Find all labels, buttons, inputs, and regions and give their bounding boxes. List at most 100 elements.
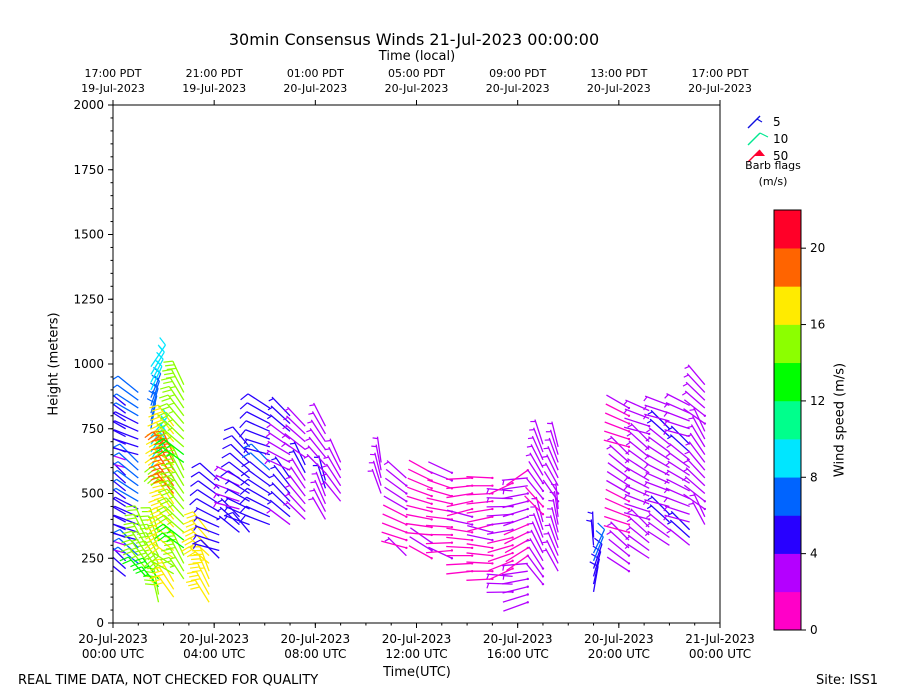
- wind-barb: [187, 571, 210, 595]
- wind-barb: [605, 403, 631, 417]
- wind-barb: [604, 421, 631, 433]
- wind-barb: [158, 394, 185, 417]
- wind-barb: [409, 536, 433, 552]
- wind-barb: [542, 479, 560, 503]
- wind-barb: [586, 519, 595, 546]
- wind-barb: [120, 547, 147, 570]
- wind-barb: [688, 415, 706, 440]
- wind-barb: [288, 449, 306, 474]
- wind-barb: [239, 429, 271, 440]
- wind-barb: [113, 549, 114, 551]
- wind-barb: [155, 514, 185, 533]
- wind-barb: [528, 546, 545, 570]
- wind-barb: [239, 402, 271, 417]
- wind-barb: [193, 516, 220, 528]
- wind-barb: [385, 468, 408, 487]
- wind-barb: [113, 448, 114, 450]
- wind-barb: [161, 462, 185, 487]
- x-tick-label-date: 20-Jul-2023: [78, 632, 148, 646]
- wind-barb: [530, 419, 544, 445]
- wind-barb: [384, 536, 407, 557]
- wind-barb: [367, 468, 382, 494]
- wind-barb: [663, 505, 690, 515]
- wind-barb: [241, 461, 271, 479]
- wind-barb: [113, 479, 127, 492]
- wind-barb: [133, 557, 160, 580]
- wind-barb: [643, 395, 670, 407]
- wind-barb: [161, 377, 185, 401]
- wind-barb: [502, 593, 529, 603]
- wind-barb: [624, 466, 650, 482]
- wind-barb: [239, 420, 271, 432]
- wind-barb: [644, 445, 670, 461]
- wind-barb: [548, 498, 559, 525]
- wind-barb: [541, 548, 559, 572]
- wind-barb: [266, 422, 291, 440]
- colorbar-segment: [774, 515, 801, 554]
- colorbar-frame: [773, 209, 802, 631]
- wind-barb: [547, 421, 559, 448]
- wind-barb: [525, 452, 544, 476]
- wind-barb: [645, 436, 670, 453]
- barb-column: [446, 476, 474, 575]
- wind-barb: [541, 462, 559, 487]
- wind-barb: [446, 500, 474, 508]
- top-axis-label: Time (local): [378, 49, 456, 64]
- barb-column: [541, 421, 560, 572]
- wind-barb: [147, 507, 175, 528]
- wind-barb: [643, 462, 670, 476]
- wind-barb: [304, 445, 326, 466]
- wind-barb: [466, 552, 494, 557]
- wind-barb: [113, 526, 114, 528]
- wind-barb: [407, 477, 433, 490]
- wind-barb: [607, 435, 630, 456]
- wind-barb: [530, 504, 544, 530]
- wind-barb: [270, 464, 291, 487]
- wind-barb: [240, 393, 271, 409]
- wind-barb: [239, 514, 271, 526]
- wind-barb: [527, 469, 545, 493]
- wind-barb: [220, 470, 250, 487]
- wind-barb: [113, 588, 114, 590]
- wind-barb: [527, 435, 544, 461]
- barb-column: [303, 402, 327, 520]
- wind-barb: [503, 515, 529, 527]
- wind-barb: [113, 403, 127, 414]
- wind-barb: [113, 452, 139, 471]
- wind-barb: [264, 449, 291, 463]
- wind-barb: [192, 534, 220, 544]
- wind-barb: [524, 495, 545, 516]
- wind-barb: [606, 479, 631, 495]
- wind-barb: [623, 475, 650, 489]
- wind-barb: [606, 444, 630, 463]
- wind-barb: [266, 508, 291, 526]
- barb-legend-label: 5: [773, 115, 781, 129]
- colorbar-segment: [774, 286, 801, 325]
- wind-barb: [466, 475, 494, 480]
- wind-barb: [506, 468, 529, 486]
- wind-barb: [239, 505, 271, 518]
- top-tick-label-time: 21:00 PDT: [186, 67, 243, 80]
- chart-title: 30min Consensus Winds 21-Jul-2023 00:00:…: [228, 30, 600, 49]
- wind-barb: [323, 455, 342, 479]
- wind-barb: [683, 399, 707, 417]
- colorbar-tick-label: 20: [810, 241, 825, 255]
- wind-barb: [149, 490, 175, 513]
- wind-barb: [681, 475, 706, 494]
- y-tick-label: 250: [81, 551, 104, 565]
- wind-barb: [544, 523, 559, 549]
- wind-barb: [683, 458, 706, 479]
- wind-barb: [646, 418, 670, 438]
- wind-barb: [113, 518, 114, 520]
- x-tick-label-time: 00:00 UTC: [82, 647, 144, 661]
- wind-barb: [643, 404, 670, 414]
- wind-barb: [502, 577, 529, 585]
- wind-barb: [158, 488, 185, 510]
- wind-barb: [384, 477, 408, 495]
- wind-barb: [268, 482, 291, 502]
- y-tick-label: 1500: [73, 228, 104, 242]
- wind-barb: [113, 487, 114, 489]
- wind-barb: [682, 381, 706, 401]
- y-tick-label: 2000: [73, 98, 104, 112]
- wind-barb: [663, 496, 690, 508]
